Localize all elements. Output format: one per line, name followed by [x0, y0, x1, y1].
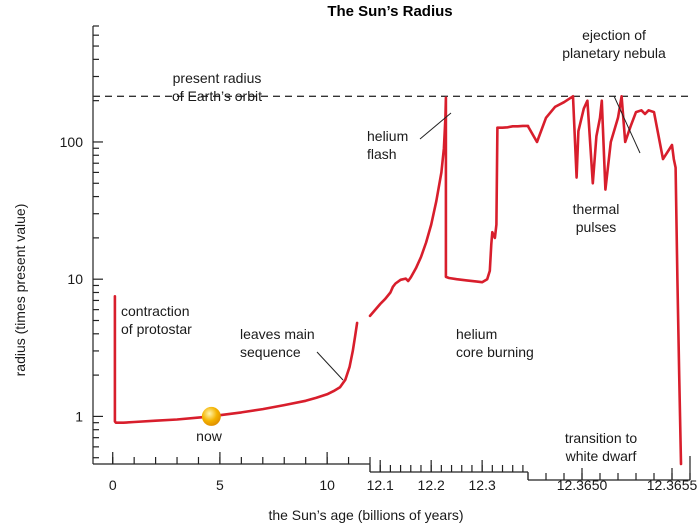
annotation-leader	[613, 95, 641, 154]
annotation-line: core burning	[456, 344, 534, 360]
chart-title: The Sun’s Radius	[327, 3, 452, 20]
annotation-line: helium	[367, 128, 408, 144]
annotation-line: helium	[456, 326, 497, 342]
annotation-leader	[316, 351, 344, 381]
annotation-line: transition to	[565, 430, 638, 446]
helium-core-burning-annotation: helium core burning	[456, 326, 534, 360]
thermal-pulses-annotation: thermal pulses	[573, 201, 620, 235]
contraction-annotation: contraction of protostar	[121, 303, 192, 337]
y-tick-label: 10	[67, 271, 83, 287]
annotation-line: planetary nebula	[562, 45, 666, 61]
helium-flash-annotation: helium flash	[367, 128, 408, 162]
x-tick-label: 12.3	[469, 477, 496, 493]
annotation-line: white dwarf	[565, 448, 637, 464]
radius-curve-0	[113, 295, 359, 424]
radius-curve-1	[368, 96, 530, 318]
x-axis-label: the Sun’s age (billions of years)	[268, 507, 463, 523]
x-tick-label: 12.1	[367, 477, 394, 493]
now-marker	[201, 406, 221, 426]
x-tick-label: 12.3650	[557, 477, 608, 493]
annotation-line: now	[196, 428, 223, 444]
nebula-annotation: ejection of planetary nebula	[562, 27, 666, 61]
annotation-line: thermal	[573, 201, 620, 217]
reference-line-label: present radius of Earth’s orbit	[172, 70, 262, 104]
annotation-line: ejection of	[582, 27, 646, 43]
y-tick-label: 1	[75, 408, 83, 424]
annotation-line: pulses	[576, 219, 616, 235]
annotation-line: leaves main	[240, 326, 315, 342]
radius-curve-2	[526, 95, 683, 466]
y-axis-label: radius (times present value)	[12, 204, 28, 377]
y-tick-label: 100	[60, 134, 84, 150]
reference-label-line: present radius	[173, 70, 262, 86]
series-group	[113, 95, 683, 466]
white-dwarf-annotation: transition to white dwarf	[565, 430, 638, 464]
annotation-line: of protostar	[121, 321, 192, 337]
x-tick-label: 12.3655	[647, 477, 697, 493]
x-tick-label: 12.2	[418, 477, 445, 493]
annotation-line: contraction	[121, 303, 189, 319]
x-tick-label: 0	[109, 477, 117, 493]
x-tick-label: 5	[216, 477, 224, 493]
annotation-line: flash	[367, 146, 397, 162]
annotation-leader	[419, 112, 452, 140]
reference-label-line: of Earth’s orbit	[172, 88, 262, 104]
annotations-group: present radius of Earth’s orbit contractio…	[121, 27, 666, 464]
x-tick-label: 10	[319, 477, 335, 493]
now-annotation: now	[196, 428, 223, 444]
axes: 1 10 100 0 5 10 12.1 12.2 12.3 12.3650 12.3655	[60, 25, 697, 493]
annotation-line: sequence	[240, 344, 301, 360]
leaves-main-sequence-annotation: leaves main sequence	[240, 326, 315, 360]
